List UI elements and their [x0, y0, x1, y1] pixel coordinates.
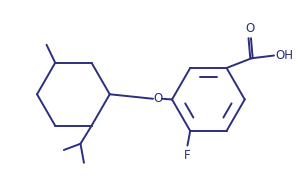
Text: O: O — [153, 92, 162, 105]
Text: OH: OH — [275, 49, 293, 62]
Text: O: O — [245, 22, 254, 36]
Text: F: F — [184, 149, 191, 162]
